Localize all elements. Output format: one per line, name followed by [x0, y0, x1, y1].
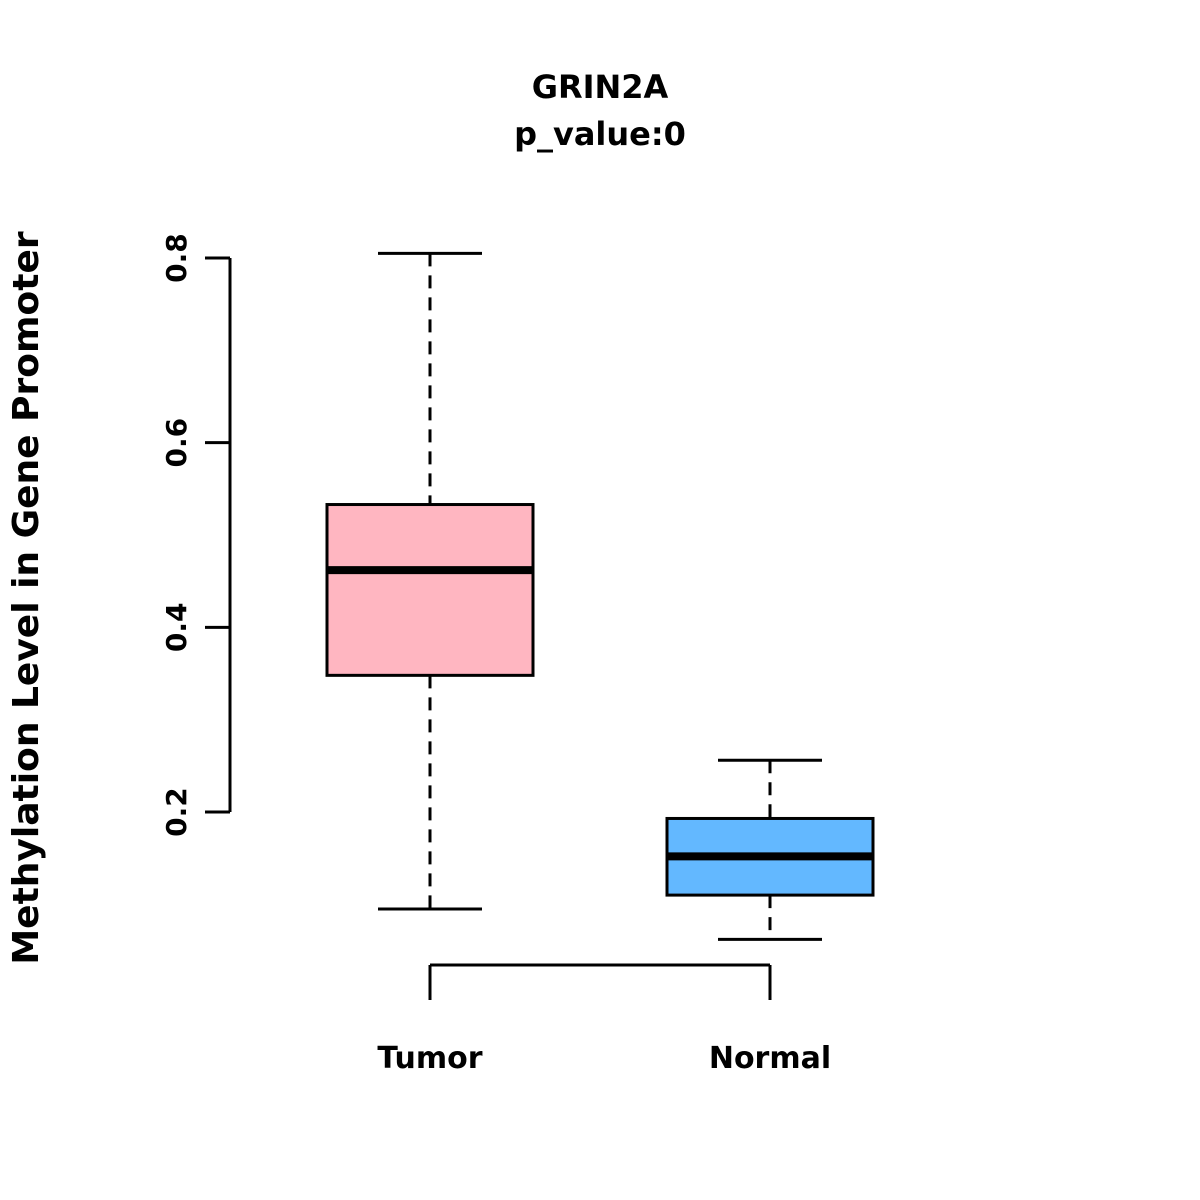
axes-layer: 0.2 0.4 0.6 0.8 Tumor Normal: [160, 233, 831, 1076]
y-tick-label: 0.2: [160, 787, 193, 837]
tumor-box: [325, 503, 535, 677]
x-tick-label-tumor: Tumor: [377, 1041, 482, 1076]
x-tick-label-normal: Normal: [709, 1041, 831, 1076]
y-tick-label: 0.6: [160, 418, 193, 468]
y-tick-label: 0.4: [160, 603, 193, 653]
y-axis-label: Methylation Level in Gene Promoter: [6, 231, 47, 965]
chart-subtitle: p_value:0: [514, 115, 686, 153]
boxes-layer: [325, 251, 875, 941]
y-tick-label: 0.8: [160, 233, 193, 283]
chart-title: GRIN2A: [532, 68, 669, 106]
